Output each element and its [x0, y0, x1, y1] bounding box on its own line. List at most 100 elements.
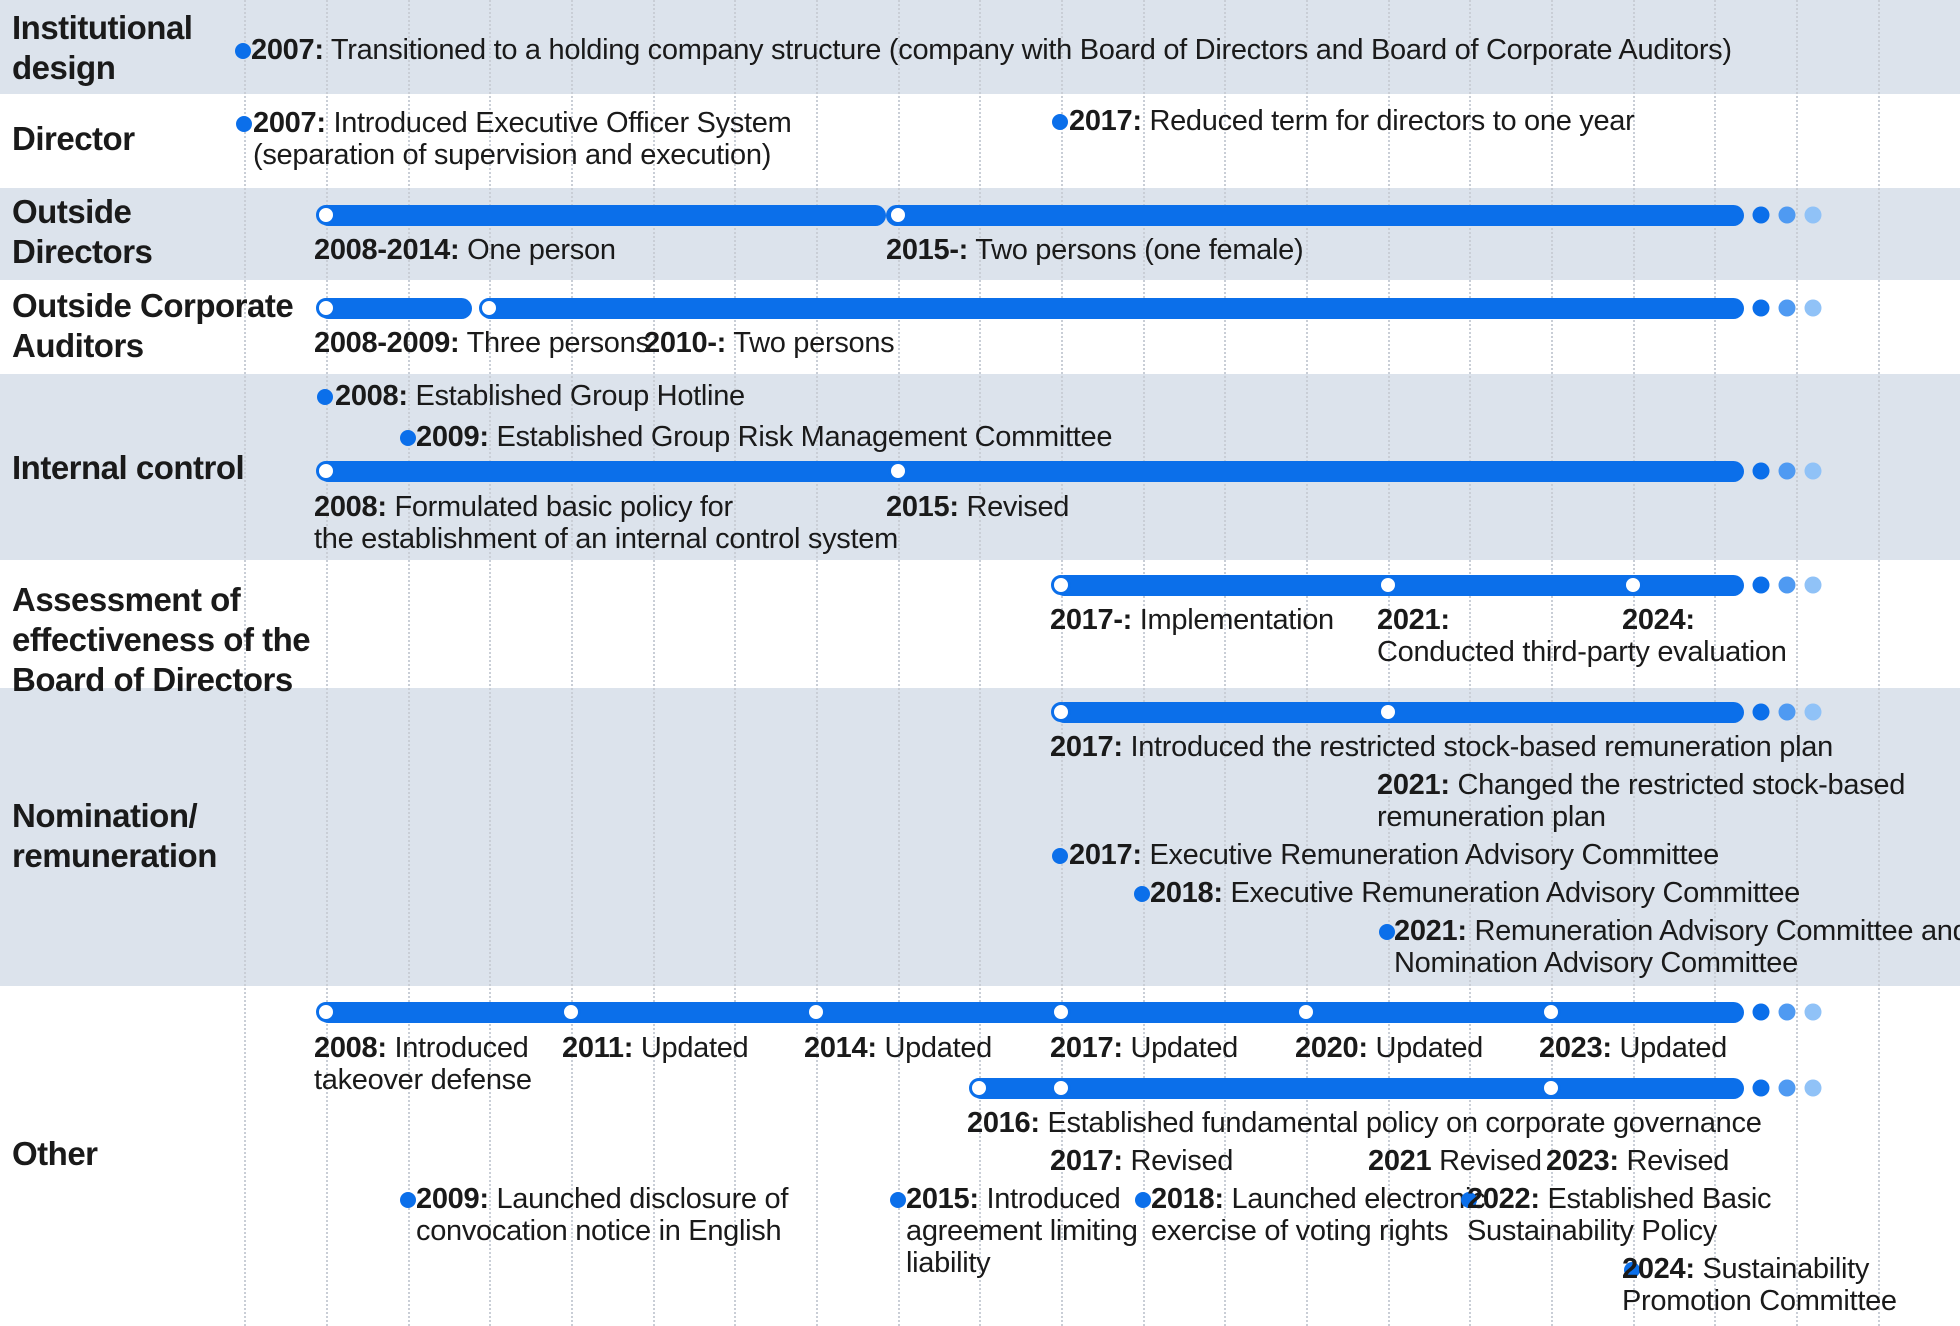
row-label: Outside Corporate Auditors [12, 286, 294, 366]
event-2008-takeover: 2008: Introduced takeover defense [314, 1032, 532, 1096]
row-label-line: design [12, 49, 116, 86]
event-year: 2008-2009: [314, 327, 460, 359]
timeline-bar [886, 205, 1744, 226]
event-text: Revised [1626, 1145, 1730, 1177]
event-line: 2018: Executive Remuneration Advisory Co… [1150, 877, 1800, 909]
event-text: Sustainability Policy [1467, 1215, 1717, 1247]
event-line: 2023: Updated [1539, 1032, 1727, 1064]
grid-line [1306, 0, 1308, 1326]
event-text: Nomination Advisory Committee [1394, 947, 1798, 979]
event-line: 2022: Established Basic [1467, 1183, 1772, 1215]
timeline-bar [318, 1002, 1744, 1023]
event-year: 2017: [1069, 839, 1142, 871]
grid-line [489, 0, 491, 1326]
grid-line [1388, 0, 1390, 1326]
event-year: 2023: [1546, 1145, 1619, 1177]
event-bullet [400, 1192, 416, 1208]
event-bullet [236, 116, 252, 132]
timeline-bar [318, 298, 472, 319]
event-text: Established Group Hotline [415, 380, 745, 412]
event-year: 2024: [1622, 1253, 1695, 1285]
event-2007-executive-officer: 2007: Introduced Executive Officer Syste… [253, 107, 792, 171]
event-text: agreement limiting [906, 1215, 1138, 1247]
grid-line [979, 0, 981, 1326]
event-2009-risk-committee: 2009: Established Group Risk Management … [416, 421, 1112, 453]
event-line: 2021 Revised [1368, 1145, 1542, 1177]
continuation-dot [1804, 703, 1822, 721]
event-year: 2007: [253, 107, 326, 139]
event-2017-cg-revised: 2017: Revised [1050, 1145, 1233, 1177]
row-label: Internal control [12, 448, 245, 488]
milestone-marker [1541, 1078, 1561, 1098]
event-line: 2011: Updated [562, 1032, 749, 1064]
event-line: liability [906, 1247, 1138, 1279]
milestone-marker [1051, 702, 1071, 722]
continuation-dot [1804, 299, 1822, 317]
event-line: 2024: Sustainability [1622, 1253, 1897, 1285]
grid-line [1714, 0, 1716, 1326]
event-2017-term: 2017: Reduced term for directors to one … [1069, 105, 1635, 137]
row-label-line: remuneration [12, 837, 217, 874]
continuation-dot [1804, 1003, 1822, 1021]
event-line: Conducted third-party evaluation [1377, 636, 1787, 668]
row-label-line: Director [12, 120, 135, 157]
event-bullet [235, 43, 251, 59]
event-line: convocation notice in English [416, 1215, 788, 1247]
event-2023-updated: 2023: Updated [1539, 1032, 1727, 1064]
row-label-line: Other [12, 1135, 98, 1172]
row-label-line: Institutional [12, 9, 193, 46]
event-2024-assessment: 2024: [1622, 604, 1695, 636]
event-2024-sustainability: 2024: Sustainability Promotion Committee [1622, 1253, 1897, 1317]
grid-line [571, 0, 573, 1326]
timeline-bar [318, 461, 1744, 482]
event-2018-exec-committee: 2018: Executive Remuneration Advisory Co… [1150, 877, 1800, 909]
event-line: 2007: Introduced Executive Officer Syste… [253, 107, 792, 139]
row-label-line: Assessment of [12, 581, 241, 618]
continuation-dot [1804, 1079, 1822, 1097]
event-outside-directors-2015: 2015-: Two persons (one female) [886, 234, 1304, 266]
event-text: Launched disclosure of [496, 1183, 789, 1215]
event-2018-voting: 2018: Launched electronic exercise of vot… [1151, 1183, 1486, 1247]
event-text: Three persons [466, 327, 650, 359]
event-line: takeover defense [314, 1064, 532, 1096]
event-text: One person [467, 234, 616, 266]
event-line: the establishment of an internal control… [314, 523, 898, 555]
event-bullet [400, 430, 416, 446]
event-line: 2021: Remuneration Advisory Committee an… [1394, 915, 1960, 947]
grid-line [898, 0, 900, 1326]
milestone-marker [806, 1002, 826, 1022]
row-label-line: effectiveness of the [12, 621, 311, 658]
event-year: 2008: [314, 491, 387, 523]
event-2021-nomination-committee: 2021: Remuneration Advisory Committee an… [1394, 915, 1960, 979]
row-label: Other [12, 1134, 98, 1174]
event-bullet [317, 389, 333, 405]
milestone-marker [1051, 575, 1071, 595]
continuation-dot [1778, 1003, 1796, 1021]
event-year: 2007: [251, 34, 324, 66]
event-bullet [1461, 1192, 1477, 1208]
event-text: Updated [1619, 1032, 1727, 1064]
event-year: 2022: [1467, 1183, 1540, 1215]
milestone-marker [888, 205, 908, 225]
event-line: 2017: Reduced term for directors to one … [1069, 105, 1635, 137]
grid-line [244, 0, 246, 1326]
event-text: Formulated basic policy for [394, 491, 733, 523]
event-2023-cg-revised: 2023: Revised [1546, 1145, 1729, 1177]
event-line: 2014: Updated [804, 1032, 992, 1064]
event-year: 2008: [314, 1032, 387, 1064]
row-label-line: Nomination/ [12, 797, 198, 834]
event-year: 2015: [886, 491, 959, 523]
timeline-bar [318, 205, 886, 226]
event-year: 2015: [906, 1183, 979, 1215]
milestone-marker [1378, 702, 1398, 722]
event-line: 2017: Updated [1050, 1032, 1238, 1064]
continuation-dot [1752, 299, 1770, 317]
milestone-marker [561, 1002, 581, 1022]
event-year: 2020: [1295, 1032, 1368, 1064]
row-label-line: Board of Directors [12, 661, 293, 698]
event-2008-hotline: 2008: Established Group Hotline [335, 380, 745, 412]
event-text: Established fundamental policy on corpor… [1047, 1107, 1762, 1139]
event-year: 2021: [1377, 604, 1450, 636]
event-2017-exec-committee: 2017: Executive Remuneration Advisory Co… [1069, 839, 1719, 871]
